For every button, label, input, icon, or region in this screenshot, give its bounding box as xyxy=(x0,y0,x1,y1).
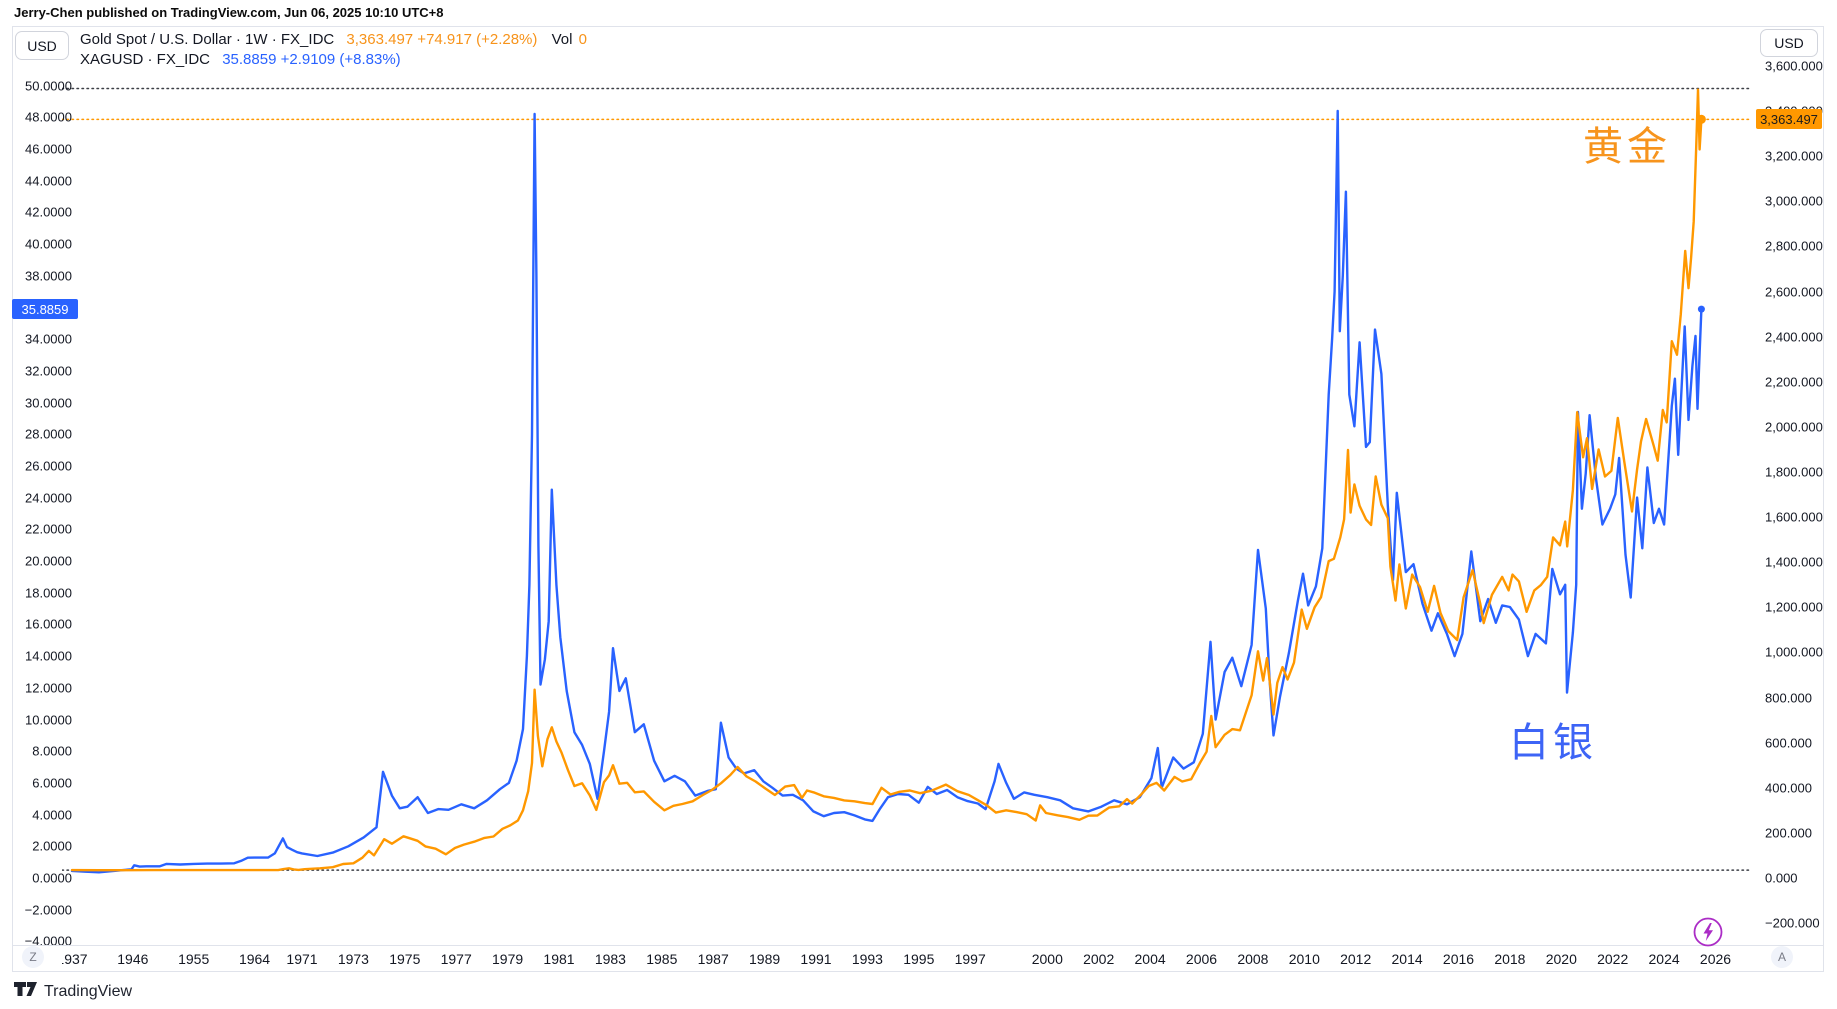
tradingview-logo-text: TradingView xyxy=(44,982,133,1000)
time-axis-tick: 1981 xyxy=(543,951,575,967)
time-axis-tick: 2002 xyxy=(1083,951,1115,967)
gold-symbol-title: Gold Spot / U.S. Dollar · 1W · FX_IDC xyxy=(80,31,335,48)
time-axis-tick: 1955 xyxy=(178,951,210,967)
time-axis-tick: 1946 xyxy=(117,951,149,967)
time-axis-tick: 2008 xyxy=(1237,951,1269,967)
time-axis-tick: 2000 xyxy=(1031,951,1063,967)
time-axis-tick: 1973 xyxy=(337,951,369,967)
time-scale[interactable]: 1937 1946 1955 1964 1971 1973 1975 1977 1979 1981… xyxy=(62,945,1752,972)
time-axis-tick: 1977 xyxy=(440,951,472,967)
volume-label: Vol xyxy=(551,31,573,48)
time-axis-tick: 1979 xyxy=(492,951,524,967)
time-axis-tick: 1989 xyxy=(749,951,781,967)
publish-line: Jerry-Chen published on TradingView.com,… xyxy=(14,5,444,20)
silver-last-price-tag: 35.8859 xyxy=(12,299,78,320)
time-axis-tick: 1991 xyxy=(800,951,832,967)
legend-row-silver: XAGUSD · FX_IDC 35.8859 +2.9109 (+8.83%) xyxy=(80,50,587,70)
gold-last-price-tag: 3,363.497 xyxy=(1756,109,1822,130)
symbol-legend[interactable]: Gold Spot / U.S. Dollar · 1W · FX_IDC 3,… xyxy=(80,30,587,70)
time-axis-tick: 1937 xyxy=(62,951,88,967)
time-axis-divider xyxy=(13,945,1824,946)
legend-row-gold: Gold Spot / U.S. Dollar · 1W · FX_IDC 3,… xyxy=(80,30,587,50)
time-axis-tick: 1975 xyxy=(389,951,421,967)
time-axis-tick: 2004 xyxy=(1134,951,1166,967)
silver-text-annotation: 白银 xyxy=(1509,721,1597,765)
time-axis-tick: 1987 xyxy=(697,951,729,967)
time-axis-tick: 2010 xyxy=(1288,951,1320,967)
tradingview-logo-icon xyxy=(14,982,37,996)
time-axis-tick: 1993 xyxy=(851,951,883,967)
left-currency-button[interactable]: USD xyxy=(15,31,69,60)
volume-value: 0 xyxy=(578,31,587,48)
time-axis-tick: 2022 xyxy=(1597,951,1629,967)
gold-price-change: 3,363.497 +74.917 (+2.28%) xyxy=(346,31,538,48)
time-axis-tick: 2018 xyxy=(1494,951,1526,967)
time-axis-tick: 2014 xyxy=(1391,951,1423,967)
time-axis-tick: 2020 xyxy=(1545,951,1577,967)
auto-scale-badge[interactable]: A xyxy=(1771,946,1793,968)
time-axis-tick: 1964 xyxy=(238,951,271,967)
silver-price-change: 35.8859 +2.9109 (+8.83%) xyxy=(222,51,401,68)
chart-widget xyxy=(12,26,1824,972)
time-axis-tick: 2024 xyxy=(1648,951,1680,967)
silver-symbol-title: XAGUSD · FX_IDC xyxy=(80,51,211,68)
tradingview-attribution[interactable]: TradingView xyxy=(14,982,132,1001)
time-axis-tick: 2016 xyxy=(1442,951,1475,967)
time-axis-tick: 1995 xyxy=(903,951,935,967)
flash-publish-icon[interactable] xyxy=(1690,914,1726,950)
time-axis-tick: 2012 xyxy=(1340,951,1372,967)
right-currency-button[interactable]: USD xyxy=(1760,29,1818,57)
time-axis-tick: 1971 xyxy=(286,951,318,967)
time-axis-tick: 2026 xyxy=(1699,951,1732,967)
time-axis-tick: 2006 xyxy=(1185,951,1218,967)
time-axis-tick: 1985 xyxy=(646,951,678,967)
zoom-out-badge[interactable]: Z xyxy=(22,946,44,968)
gold-text-annotation: 黄金 xyxy=(1583,125,1671,169)
lightning-icon xyxy=(1703,923,1713,941)
time-axis-tick: 1997 xyxy=(954,951,986,967)
time-axis-tick: 1983 xyxy=(594,951,626,967)
